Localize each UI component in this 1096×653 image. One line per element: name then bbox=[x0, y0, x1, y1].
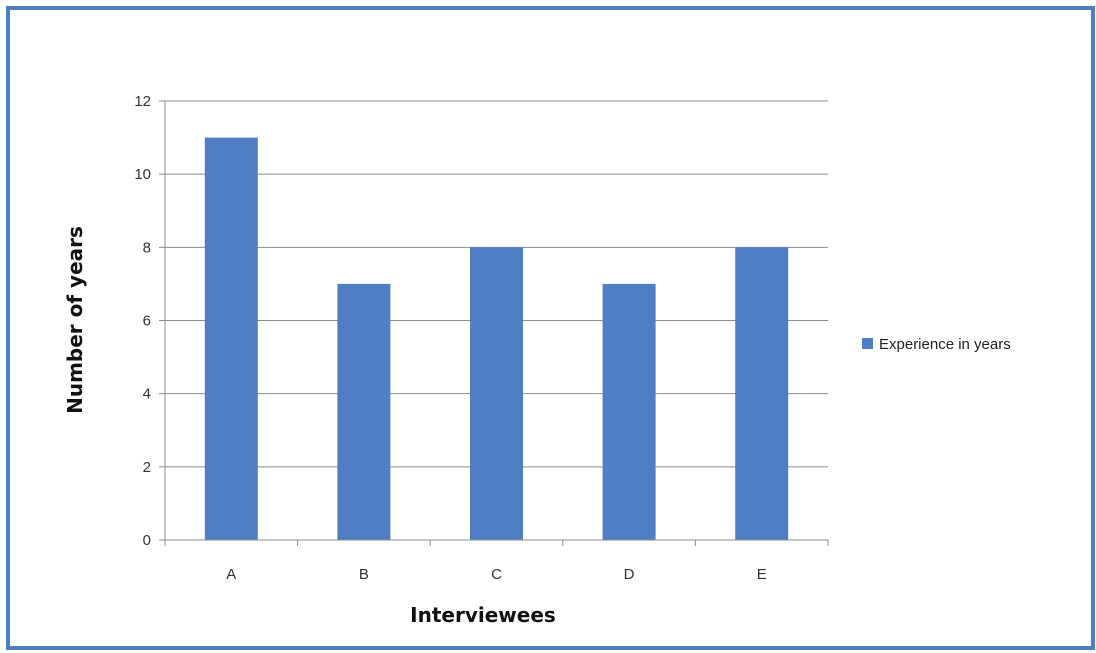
legend-label: Experience in years bbox=[879, 336, 1011, 353]
y-tick-label: 10 bbox=[134, 166, 151, 183]
x-tick-labels: A B C D E bbox=[226, 566, 766, 583]
legend-swatch bbox=[862, 338, 873, 349]
y-tick-labels: 0 2 4 6 8 10 12 bbox=[134, 93, 151, 549]
x-tick-label: B bbox=[359, 566, 369, 583]
bars bbox=[205, 138, 788, 540]
x-tick-label: A bbox=[226, 566, 236, 583]
y-tick-label: 6 bbox=[143, 313, 151, 330]
bar-a bbox=[205, 138, 258, 540]
y-tick-label: 0 bbox=[143, 532, 151, 549]
y-tick-label: 2 bbox=[143, 459, 151, 476]
y-tick-label: 8 bbox=[143, 239, 151, 256]
y-tick-label: 4 bbox=[143, 386, 151, 403]
bar-d bbox=[603, 284, 656, 540]
y-axis-title: Number of years bbox=[63, 226, 87, 414]
x-axis-title: Interviewees bbox=[410, 603, 556, 627]
x-tick-label: C bbox=[491, 566, 502, 583]
legend: Experience in years bbox=[862, 336, 1011, 353]
bar-b bbox=[337, 284, 390, 540]
x-tick-label: E bbox=[757, 566, 767, 583]
bar-c bbox=[470, 247, 523, 540]
x-tick-label: D bbox=[624, 566, 635, 583]
y-tick-label: 12 bbox=[134, 93, 151, 110]
bar-e bbox=[735, 247, 788, 540]
